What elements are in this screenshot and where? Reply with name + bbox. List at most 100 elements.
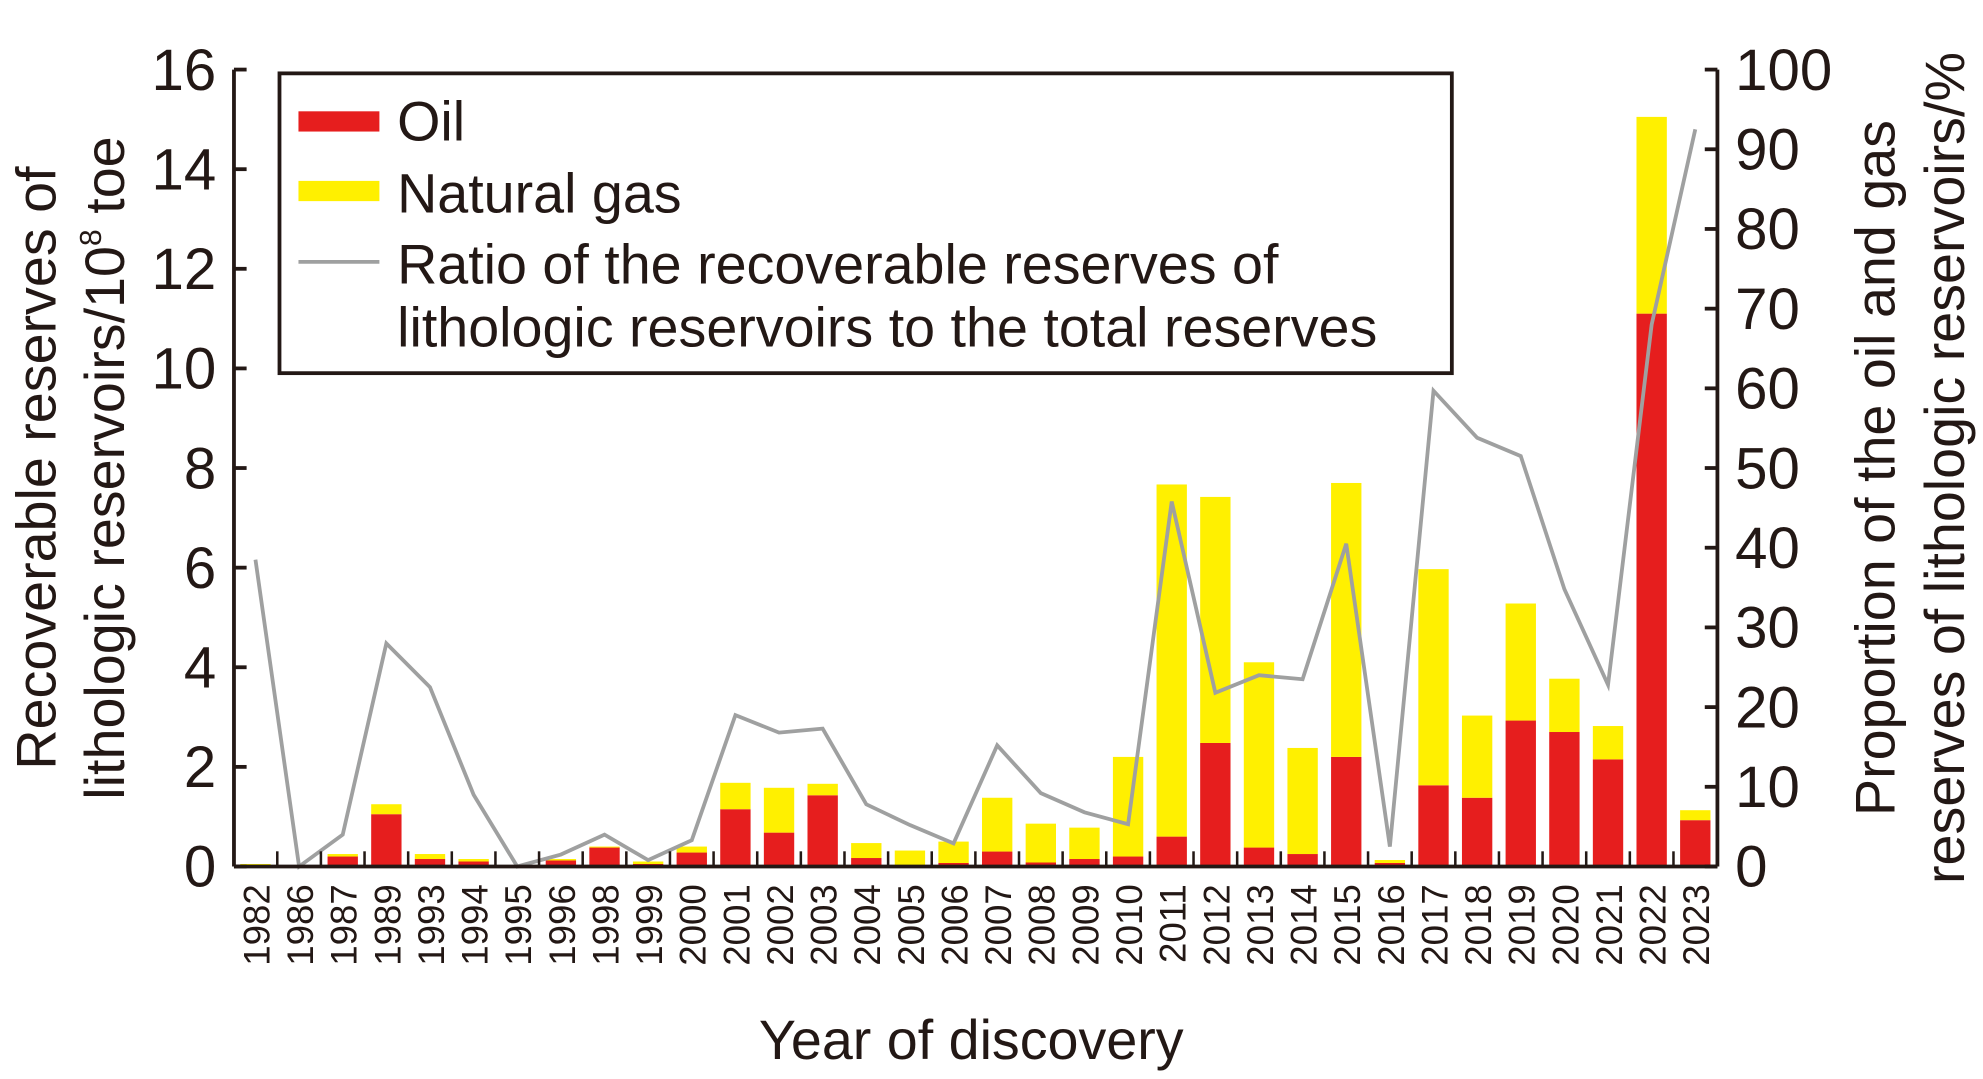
bar-gas-1998 [589, 846, 620, 848]
bar-oil-2011 [1156, 836, 1187, 867]
bar-gas-2001 [720, 782, 751, 810]
x-tick-label-1989: 1989 [367, 884, 408, 966]
legend-ratio-label-line1: Ratio of the recoverable reserves of [397, 233, 1279, 295]
bar-gas-2017 [1418, 569, 1449, 786]
bar-oil-2013 [1243, 847, 1275, 867]
bar-gas-2013 [1243, 662, 1275, 848]
x-tick-label-2017: 2017 [1414, 884, 1455, 966]
y2-tick-label: 0 [1735, 835, 1767, 900]
x-tick-label-1993: 1993 [411, 884, 452, 966]
x-tick-label-2021: 2021 [1589, 884, 1630, 966]
bar-oil-2012 [1200, 742, 1231, 867]
ratio-line [253, 128, 1698, 870]
bar-oil-2021 [1592, 759, 1624, 867]
bar-gas-2002 [763, 787, 795, 833]
bar-gas-2012 [1200, 496, 1231, 743]
bar-oil-2003 [807, 795, 838, 867]
x-tick-label-2011: 2011 [1153, 884, 1194, 963]
x-tick-label-1996: 1996 [542, 884, 583, 966]
bar-gas-1994 [458, 859, 489, 862]
y-axis-title-line2: lithologic reservoirs/108 toe [74, 136, 136, 799]
y-tick-label: 6 [184, 536, 216, 601]
bar-oil-1998 [589, 847, 620, 867]
bar-oil-2010 [1112, 856, 1144, 867]
legend: Oil Natural gas Ratio of the recoverable… [277, 71, 1454, 376]
bar-gas-2023 [1680, 810, 1711, 821]
bar-oil-2014 [1287, 854, 1318, 867]
legend-box [277, 71, 1454, 376]
bar-oil-2018 [1461, 797, 1493, 867]
x-tick-label-2005: 2005 [891, 884, 932, 966]
y2-axis-title-line2: reserves of lithologic reservoirs/% [1914, 52, 1976, 884]
bar-gas-2005 [894, 850, 926, 867]
y-tick-label: 4 [184, 635, 216, 700]
x-tick-label-2016: 2016 [1371, 884, 1412, 966]
bar-gas-2006 [938, 841, 969, 864]
bar-gas-1993 [414, 854, 446, 860]
bar-oil-1996 [545, 860, 577, 867]
x-tick-label-1982: 1982 [236, 884, 277, 966]
x-tick-label-1998: 1998 [585, 884, 626, 966]
x-tick-label-2003: 2003 [804, 884, 845, 966]
bar-gas-2004 [851, 843, 882, 859]
bar-gas-1989 [371, 804, 402, 815]
bar-gas-2010 [1112, 756, 1144, 857]
bar-oil-2019 [1505, 720, 1536, 867]
bar-oil-2009 [1069, 859, 1100, 867]
bar-oil-2017 [1418, 785, 1449, 867]
y2-tick-label: 60 [1735, 357, 1800, 422]
bar-oil-2004 [851, 858, 882, 867]
bar-oil-1989 [371, 814, 402, 867]
y-axis-title-line1: Recoverable reserves of [6, 166, 68, 770]
x-tick-label-2012: 2012 [1196, 884, 1237, 966]
legend-oil-label: Oil [397, 90, 465, 152]
bar-gas-2020 [1549, 678, 1580, 733]
bar-gas-2018 [1461, 715, 1493, 798]
y2-axis-title-line1: Proportion of the oil and gas [1844, 120, 1906, 816]
x-tick-label-2004: 2004 [847, 884, 888, 966]
y2-tick-label: 70 [1735, 277, 1800, 342]
bar-gas-2003 [807, 783, 838, 796]
x-tick-label-1987: 1987 [324, 884, 365, 966]
x-tick-label-1986: 1986 [280, 884, 321, 966]
x-tick-label-2013: 2013 [1240, 884, 1281, 966]
y2-tick-label: 100 [1735, 38, 1832, 103]
bar-gas-2009 [1069, 827, 1100, 860]
x-tick-label-2014: 2014 [1284, 884, 1325, 966]
x-tick-label-2002: 2002 [760, 884, 801, 966]
bar-gas-2000 [676, 846, 707, 853]
y-axis-title-unit: toe [74, 136, 136, 229]
y-tick-label: 2 [184, 735, 216, 800]
x-tick-label-1999: 1999 [629, 884, 670, 966]
x-tick-label-1994: 1994 [455, 884, 496, 966]
bar-oil-1994 [458, 861, 489, 867]
y2-tick-label: 40 [1735, 516, 1800, 581]
y-tick-label: 12 [152, 237, 217, 302]
bar-gas-2011 [1156, 484, 1187, 837]
bar-oil-2020 [1549, 732, 1580, 867]
bar-oil-2015 [1331, 756, 1362, 867]
y2-tick-label: 90 [1735, 117, 1800, 182]
legend-gas-label: Natural gas [397, 163, 682, 225]
y2-tick-label: 50 [1735, 436, 1800, 501]
legend-oil-swatch [298, 111, 380, 132]
bar-oil-2002 [763, 832, 795, 867]
bar-oil-2008 [1025, 862, 1056, 867]
bar-oil-2007 [982, 851, 1013, 867]
x-tick-label-2000: 2000 [673, 884, 714, 966]
bar-oil-2023 [1680, 820, 1711, 867]
y-axis-title-text: lithologic reservoirs/10 [74, 246, 136, 800]
y2-tick-label: 30 [1735, 596, 1800, 661]
bar-oil-2000 [676, 852, 707, 867]
x-tick-label-2018: 2018 [1458, 884, 1499, 966]
x-tick-label-2020: 2020 [1545, 884, 1586, 966]
y-tick-label: 16 [152, 38, 217, 103]
x-tick-label-2008: 2008 [1022, 884, 1063, 966]
bar-gas-2008 [1025, 823, 1056, 863]
bar-gas-2019 [1505, 603, 1536, 721]
x-tick-label-2022: 2022 [1633, 884, 1674, 966]
y-tick-label: 0 [184, 835, 216, 900]
legend-ratio-label-line2: lithologic reservoirs to the total reser… [397, 297, 1377, 359]
